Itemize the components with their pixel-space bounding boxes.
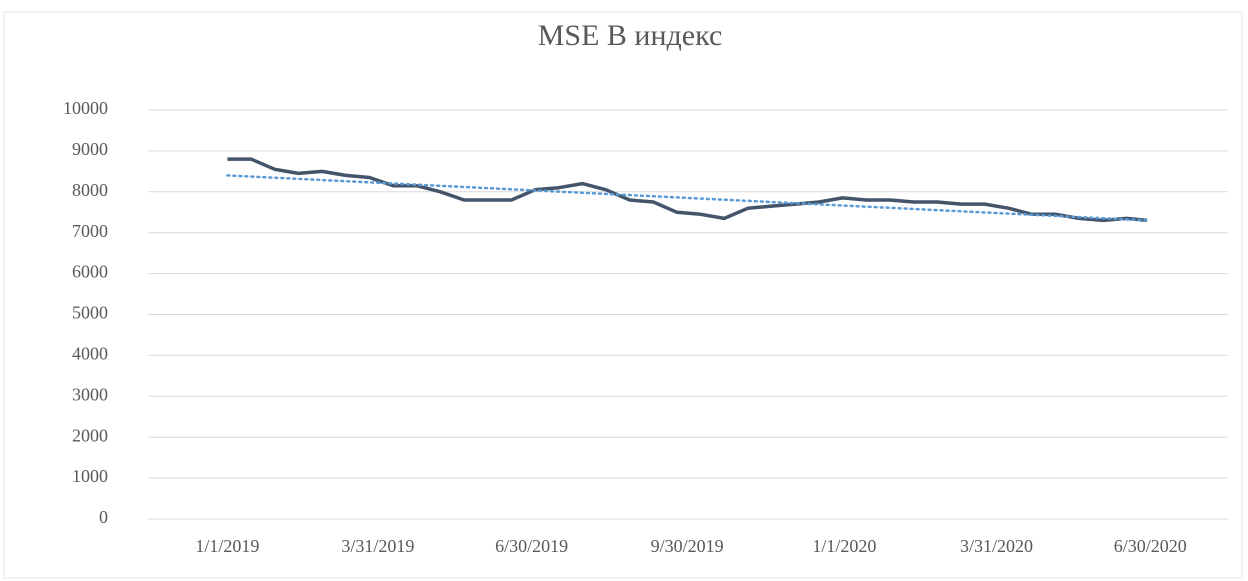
y-tick-label: 3000 xyxy=(72,384,108,404)
line xyxy=(226,174,1149,222)
x-tick-label: 6/30/2020 xyxy=(1114,536,1187,556)
y-tick-label: 8000 xyxy=(72,180,108,200)
x-tick-label: 1/1/2019 xyxy=(195,536,259,556)
y-tick-label: 6000 xyxy=(72,262,108,282)
y-tick-label: 7000 xyxy=(72,221,108,241)
line xyxy=(227,157,1148,223)
y-tick-label: 5000 xyxy=(72,303,108,323)
chart-frame xyxy=(3,11,1243,579)
y-tick-label: 9000 xyxy=(72,139,108,159)
x-tick-label: 6/30/2019 xyxy=(495,536,568,556)
y-tick-label: 0 xyxy=(99,507,108,527)
y-tick-label: 4000 xyxy=(72,344,108,364)
x-tick-label: 3/31/2019 xyxy=(341,536,414,556)
y-tick-label: 2000 xyxy=(72,425,108,445)
y-tick-label: 10000 xyxy=(63,98,108,118)
y-tick-label: 1000 xyxy=(72,466,108,486)
chart-title: MSE B индекс xyxy=(538,19,723,52)
x-tick-label: 9/30/2019 xyxy=(651,536,724,556)
x-tick-label: 1/1/2020 xyxy=(812,536,876,556)
x-tick-label: 3/31/2020 xyxy=(960,536,1033,556)
